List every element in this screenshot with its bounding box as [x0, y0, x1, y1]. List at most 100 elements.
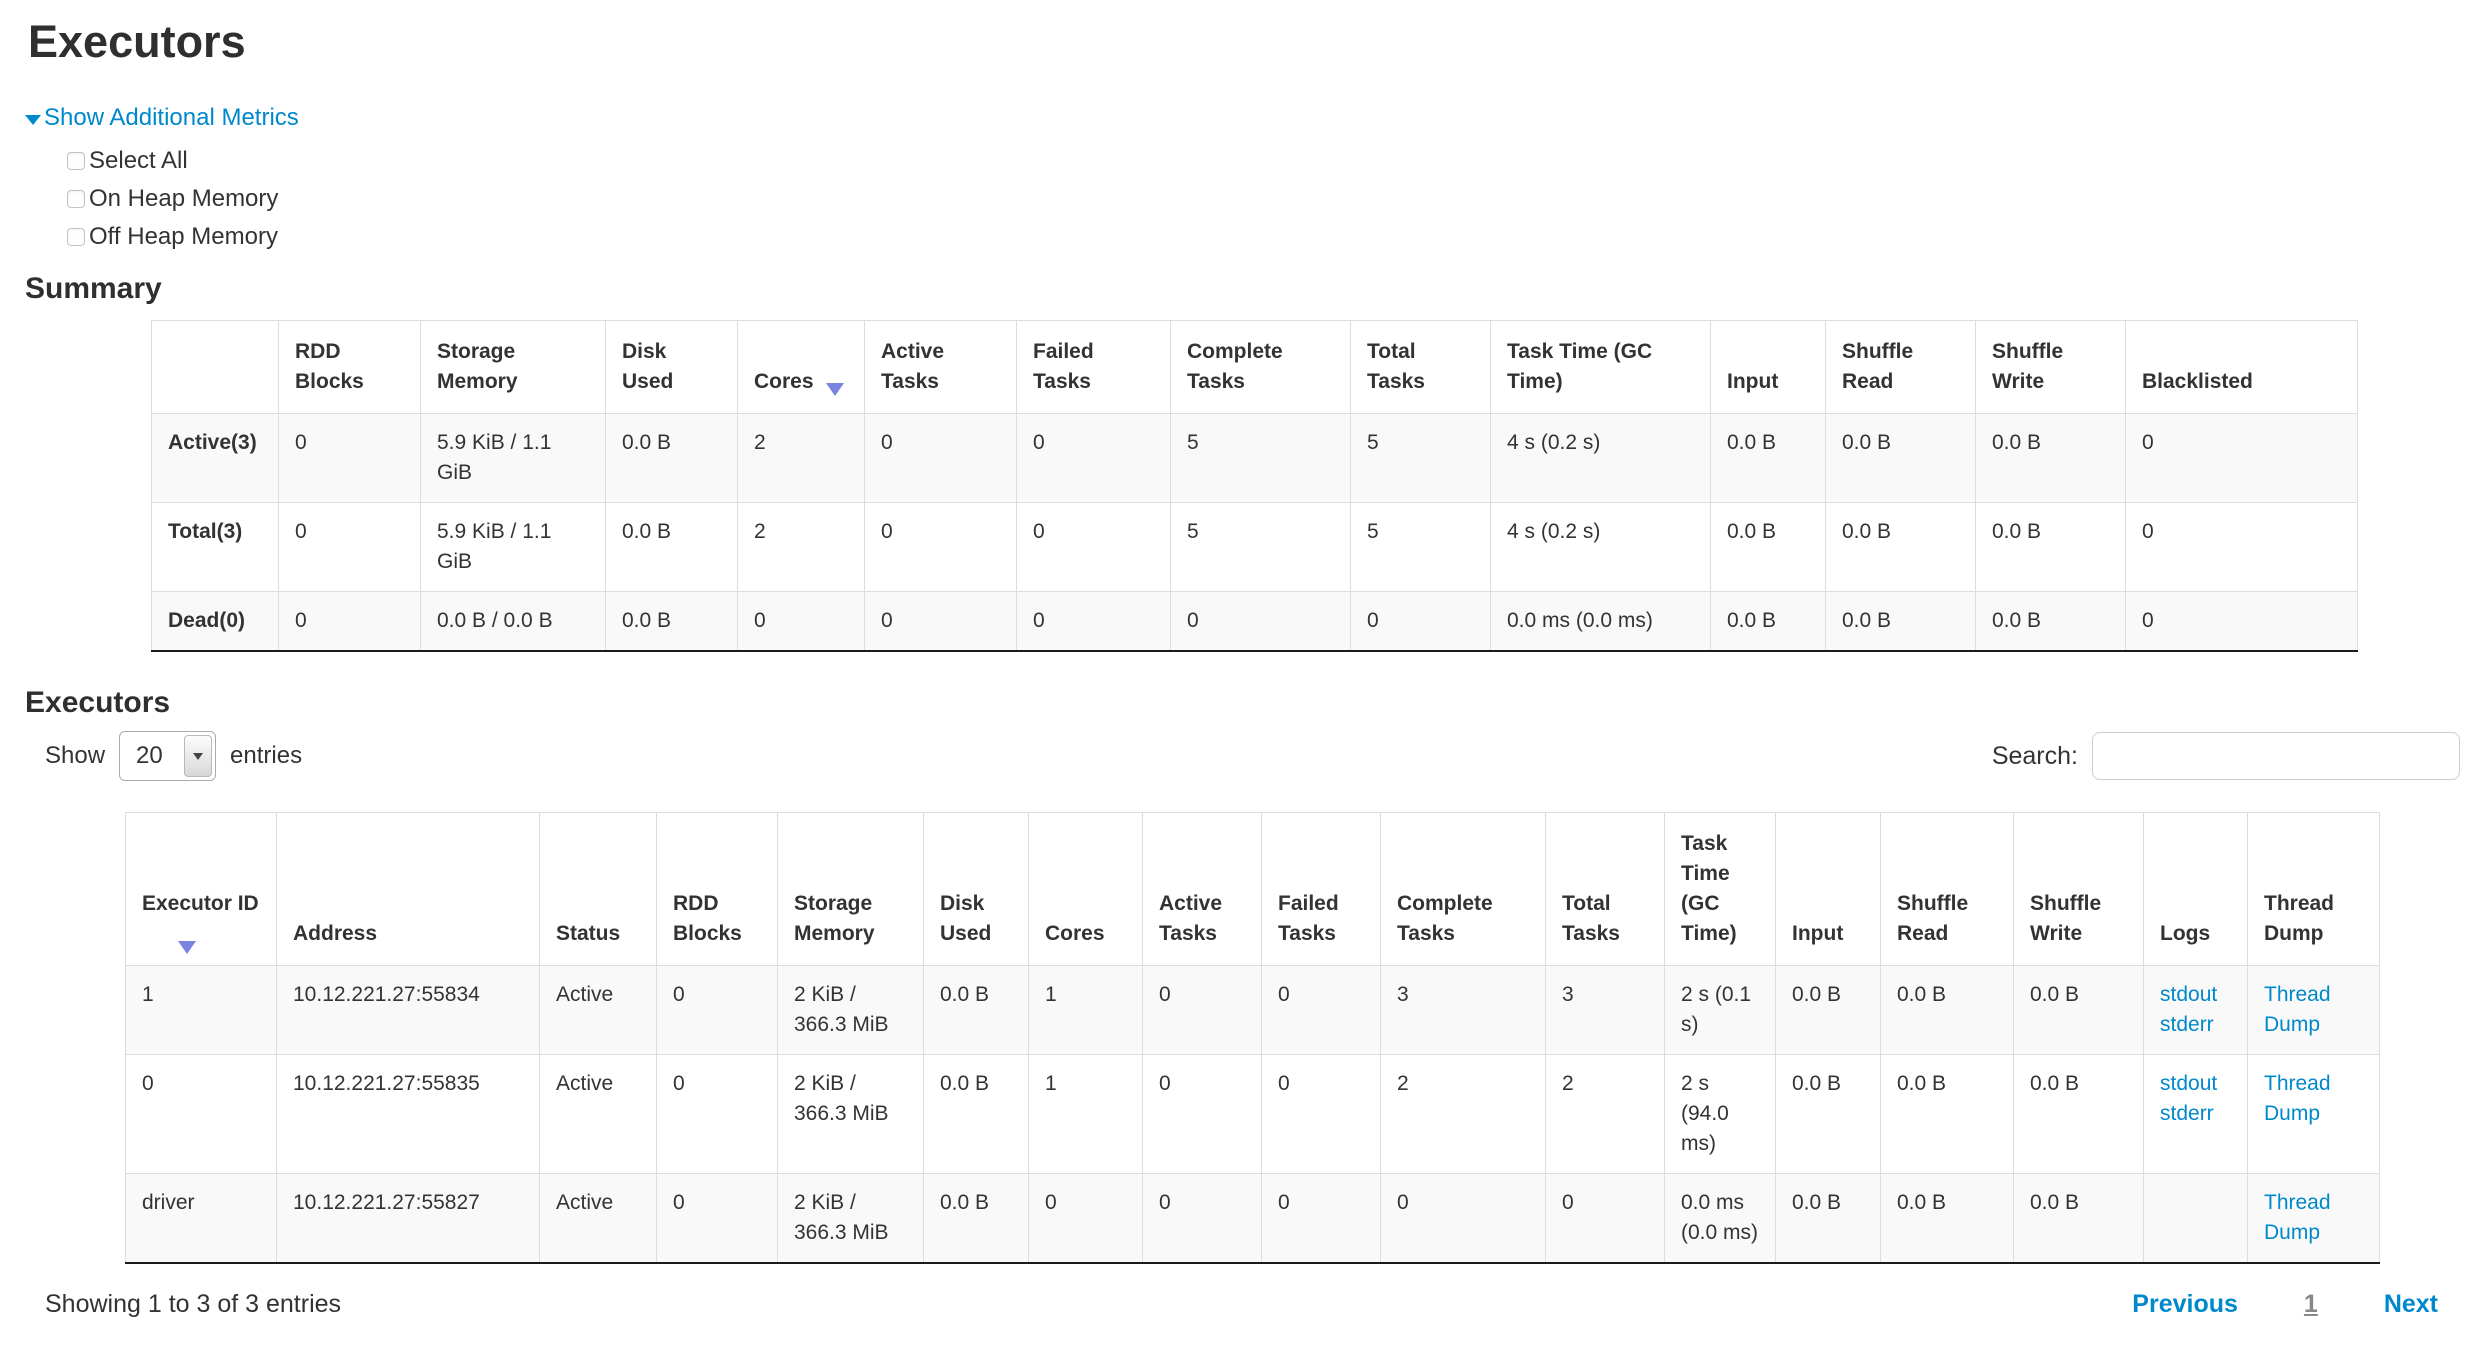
checkbox-select-all[interactable]: Select All — [67, 142, 188, 180]
col-blacklisted[interactable]: Blacklisted — [2125, 320, 2358, 414]
cell-task-time: 0.0 ms (0.0 ms) — [1664, 1173, 1776, 1264]
col-storage-memory[interactable]: Storage Memory — [777, 812, 924, 966]
col-failed-tasks[interactable]: Failed Tasks — [1016, 320, 1171, 414]
col-task-time[interactable]: Task Time (GC Time) — [1664, 812, 1776, 966]
col-failed-tasks[interactable]: Failed Tasks — [1261, 812, 1381, 966]
show-label: Show — [45, 742, 106, 769]
col-active-tasks[interactable]: Active Tasks — [864, 320, 1017, 414]
search-label: Search: — [1991, 741, 2078, 770]
cell-total-tasks: 5 — [1350, 413, 1491, 503]
cell-disk-used: 0.0 B — [923, 1173, 1029, 1264]
cell-complete-tasks: 0 — [1170, 591, 1351, 652]
show-additional-metrics-toggle[interactable]: Show Additional Metrics — [25, 104, 299, 132]
col-shuffle-read[interactable]: Shuffle Read — [1825, 320, 1976, 414]
cell-rdd-blocks: 0 — [278, 502, 421, 592]
table-info-text: Showing 1 to 3 of 3 entries — [45, 1290, 342, 1318]
cell-input: 0.0 B — [1710, 413, 1826, 503]
col-task-time[interactable]: Task Time (GC Time) — [1490, 320, 1711, 414]
cell-storage-memory: 0.0 B / 0.0 B — [420, 591, 606, 652]
col-input[interactable]: Input — [1710, 320, 1826, 414]
col-cores[interactable]: Cores — [737, 320, 865, 414]
cell-address: 10.12.221.27:55835 — [276, 1054, 540, 1174]
checkbox-icon[interactable] — [67, 228, 85, 246]
cell-failed-tasks: 0 — [1261, 1054, 1381, 1174]
select-dropdown-button[interactable] — [184, 735, 213, 777]
cell-input: 0.0 B — [1710, 502, 1826, 592]
col-complete-tasks[interactable]: Complete Tasks — [1170, 320, 1351, 414]
cell-rdd-blocks: 0 — [656, 1173, 778, 1264]
cell-address: 10.12.221.27:55834 — [276, 965, 540, 1055]
col-complete-tasks[interactable]: Complete Tasks — [1380, 812, 1546, 966]
cell-status: Active — [539, 965, 657, 1055]
thread-dump-link[interactable]: Thread Dump — [2264, 983, 2331, 1036]
cell-total-tasks: 0 — [1545, 1173, 1665, 1264]
cell-cores: 0 — [1028, 1173, 1143, 1264]
cell-failed-tasks: 0 — [1261, 965, 1381, 1055]
col-active-tasks[interactable]: Active Tasks — [1142, 812, 1262, 966]
cell-task-time: 4 s (0.2 s) — [1490, 413, 1711, 503]
col-shuffle-read[interactable]: Shuffle Read — [1880, 812, 2014, 966]
checkbox-icon[interactable] — [67, 152, 85, 170]
col-cores[interactable]: Cores — [1028, 812, 1143, 966]
col-executor-id[interactable]: Executor ID — [125, 812, 277, 966]
col-rdd-blocks[interactable]: RDD Blocks — [656, 812, 778, 966]
col-thread-dump[interactable]: Thread Dump — [2247, 812, 2380, 966]
cell-task-time: 2 s (0.1 s) — [1664, 965, 1776, 1055]
cell-blacklisted: 0 — [2125, 591, 2358, 652]
cell-rdd-blocks: 0 — [278, 413, 421, 503]
col-status[interactable]: Status — [539, 812, 657, 966]
summary-heading: Summary — [25, 272, 162, 305]
col-shuffle-write[interactable]: Shuffle Write — [1975, 320, 2126, 414]
col-disk-used[interactable]: Disk Used — [605, 320, 738, 414]
summary-table: RDD Blocks Storage Memory Disk Used Core… — [151, 320, 2358, 652]
col-input[interactable]: Input — [1775, 812, 1881, 966]
cell-blacklisted: 0 — [2125, 413, 2358, 503]
cell-executor-id: 0 — [125, 1054, 277, 1174]
cell-storage-memory: 5.9 KiB / 1.1 GiB — [420, 413, 606, 503]
stdout-link[interactable]: stdout — [2160, 1072, 2218, 1095]
checkbox-label: Select All — [89, 147, 188, 174]
col-shuffle-write[interactable]: Shuffle Write — [2013, 812, 2144, 966]
stderr-link[interactable]: stderr — [2160, 1102, 2214, 1125]
entries-select[interactable]: 20 — [119, 731, 217, 781]
executor-row-driver: driver 10.12.221.27:55827 Active 0 2 KiB… — [125, 1173, 2380, 1264]
checkbox-on-heap-memory[interactable]: On Heap Memory — [67, 180, 278, 218]
current-page-button[interactable]: 1 — [2303, 1290, 2318, 1318]
col-logs[interactable]: Logs — [2143, 812, 2248, 966]
stderr-link[interactable]: stderr — [2160, 1013, 2214, 1036]
cell-rdd-blocks: 0 — [656, 1054, 778, 1174]
executors-page: Executors Show Additional Metrics Select… — [0, 16, 2466, 1370]
checkbox-icon[interactable] — [67, 190, 85, 208]
stdout-link[interactable]: stdout — [2160, 983, 2218, 1006]
cell-executor-id: driver — [125, 1173, 277, 1264]
col-rdd-blocks[interactable]: RDD Blocks — [278, 320, 421, 414]
checkbox-off-heap-memory[interactable]: Off Heap Memory — [67, 218, 278, 256]
cell-shuffle-read: 0.0 B — [1825, 591, 1976, 652]
cell-logs — [2143, 1173, 2248, 1264]
cell-active-tasks: 0 — [1142, 1173, 1262, 1264]
search-input[interactable] — [2092, 732, 2460, 780]
col-total-tasks[interactable]: Total Tasks — [1350, 320, 1491, 414]
cell-rdd-blocks: 0 — [656, 965, 778, 1055]
cell-total-tasks: 0 — [1350, 591, 1491, 652]
cell-active-tasks: 0 — [864, 502, 1017, 592]
previous-page-button[interactable]: Previous — [2132, 1290, 2238, 1318]
cell-complete-tasks: 5 — [1170, 502, 1351, 592]
cell-active-tasks: 0 — [864, 591, 1017, 652]
next-page-button[interactable]: Next — [2383, 1290, 2438, 1318]
thread-dump-link[interactable]: Thread Dump — [2264, 1191, 2331, 1244]
cell-disk-used: 0.0 B — [923, 1054, 1029, 1174]
cell-shuffle-write: 0.0 B — [1975, 413, 2126, 503]
checkbox-label: On Heap Memory — [89, 185, 279, 212]
col-disk-used[interactable]: Disk Used — [923, 812, 1029, 966]
col-address[interactable]: Address — [276, 812, 540, 966]
col-storage-memory[interactable]: Storage Memory — [420, 320, 606, 414]
cell-disk-used: 0.0 B — [605, 413, 738, 503]
cell-shuffle-write: 0.0 B — [2013, 1054, 2144, 1174]
col-total-tasks[interactable]: Total Tasks — [1545, 812, 1665, 966]
thread-dump-link[interactable]: Thread Dump — [2264, 1072, 2331, 1125]
cell-input: 0.0 B — [1775, 1173, 1881, 1264]
pagination: Previous 1 Next — [2132, 1290, 2460, 1319]
cell-input: 0.0 B — [1775, 965, 1881, 1055]
col-blank — [151, 320, 279, 414]
